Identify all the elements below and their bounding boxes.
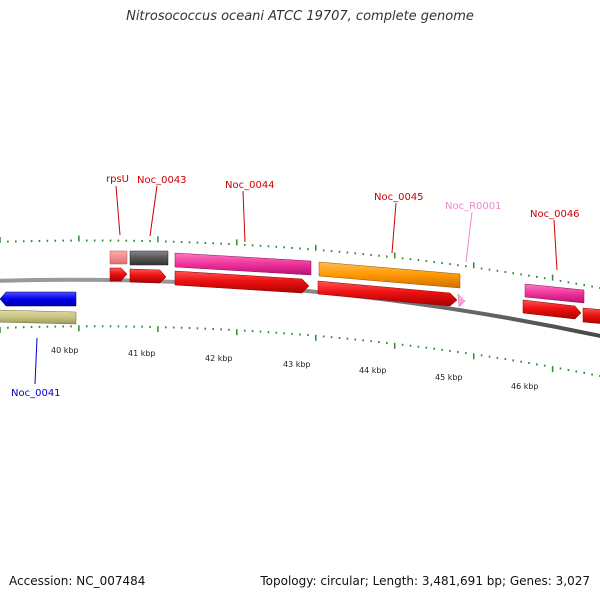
label-noc-0041[interactable]: Noc_0041 [11, 388, 61, 399]
scale-label: 44 kbp [359, 366, 387, 375]
label-noc-0044[interactable]: Noc_0044 [225, 180, 275, 191]
scale-label: 43 kbp [283, 360, 311, 369]
scale-label: 40 kbp [51, 346, 79, 355]
label-noc-0043[interactable]: Noc_0043 [137, 175, 187, 186]
map-title: Nitrosococcus oceani ATCC 19707, complet… [126, 9, 474, 24]
label-noc-0046[interactable]: Noc_0046 [530, 209, 580, 220]
leader-line-noc-r0001 [465, 211, 473, 263]
scale-label: 41 kbp [128, 349, 156, 358]
leader-line-rpsu [115, 185, 121, 236]
leader-line-noc-0044 [242, 190, 246, 243]
inner-tick-marks [0, 325, 600, 377]
scale-label: 42 kbp [205, 354, 233, 363]
feature-noc-0046-gene-bar[interactable] [524, 283, 585, 304]
feature-noc-0044-cds-arrow[interactable] [174, 270, 310, 294]
feature-noc-0043-cds-arrow[interactable] [129, 268, 167, 284]
feature-rpsu-cds-arrow[interactable] [109, 267, 128, 282]
feature-noc-0045-gene-bar[interactable] [318, 261, 461, 289]
feature-rpsu-gene-bar[interactable] [109, 250, 128, 265]
genome-summary-text: Topology: circular; Length: 3,481,691 bp… [260, 574, 590, 588]
feature-noc-0046-cds-arrow[interactable] [522, 299, 582, 320]
feature-noc-0044-gene-bar[interactable] [174, 252, 312, 276]
feature-noc-0043-gene-bar[interactable] [129, 250, 169, 266]
outer-tick-marks [0, 235, 600, 289]
leader-line-noc-0041 [34, 337, 38, 385]
accession-text: Accession: NC_007484 [9, 574, 146, 588]
feature-noc-0045-cds-arrow[interactable] [317, 280, 458, 307]
feature-next-cds-arrow[interactable] [582, 307, 600, 324]
scale-label: 46 kbp [511, 382, 539, 391]
leader-line-noc-0046 [553, 219, 558, 271]
label-noc-r0001[interactable]: Noc_R0001 [445, 201, 502, 212]
scale-label: 45 kbp [435, 373, 463, 382]
leader-line-noc-0045 [391, 202, 397, 254]
label-rpsu[interactable]: rpsU [106, 174, 129, 185]
feature-noc-0041-reverse-arrow[interactable] [0, 291, 77, 307]
label-noc-0045[interactable]: Noc_0045 [374, 192, 424, 203]
feature-noc-0041-gene-bar[interactable] [0, 309, 77, 325]
feature-noc-r0001-rna-arrow[interactable] [457, 293, 466, 308]
leader-line-noc-0043 [149, 185, 158, 237]
